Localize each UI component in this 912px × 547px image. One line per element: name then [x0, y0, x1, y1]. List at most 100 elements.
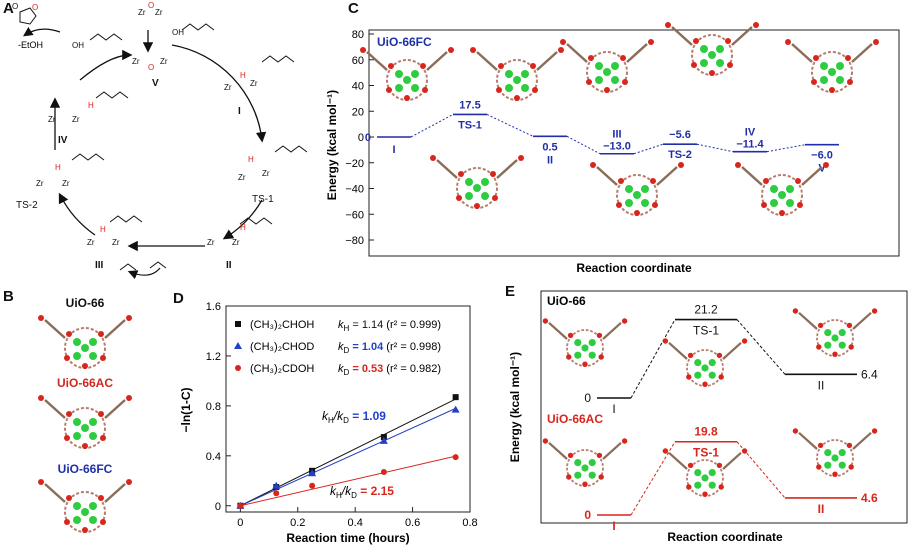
h-ts2: H — [55, 163, 61, 172]
c-value: −6.0 — [811, 150, 833, 162]
d-xtick-label: 0.8 — [462, 517, 477, 529]
cycle-arrow-2 — [222, 199, 263, 240]
zr-top-1: Zr — [138, 8, 146, 17]
cycle-arrow-4 — [58, 192, 96, 236]
h-i: H — [240, 71, 246, 80]
panel-c-yticks: 80 60 40 20 0 −20 −40 −60 −80 — [345, 29, 374, 247]
panel-letter-e: E — [505, 283, 516, 300]
e-connector — [736, 319, 786, 375]
h-ts1: H — [248, 155, 254, 164]
d-legend-rate: kH = 1.14 (r² = 0.999) — [338, 319, 441, 333]
panel-d-chart: 0 0.2 0.4 0.6 0.8 0 0.4 0.8 1.2 1.6 (CH₃)₂CHOH kH … — [179, 301, 478, 545]
e-state: TS-1 — [693, 446, 719, 460]
d-xtick-label: 0.6 — [405, 517, 420, 529]
c-ytick-label: 60 — [352, 55, 364, 67]
h-ii: H — [240, 223, 246, 232]
c-state: IV — [745, 127, 756, 139]
species-i: I — [238, 106, 241, 117]
zr-iii-1: Zr — [87, 238, 95, 247]
d-ratio-annotation: kH/kD = 1.09 — [322, 409, 386, 425]
d-ytick-label: 0.8 — [206, 401, 221, 413]
panel-b: UiO-66 UiO-66AC UiO-66FC — [0, 290, 170, 545]
zr-i-2: Zr — [250, 79, 258, 88]
c-ytick-label: −60 — [345, 209, 364, 221]
cycle-arrow-6 — [79, 49, 133, 81]
d-ratio-annotation: kH/kD = 2.15 — [330, 484, 394, 500]
ts1-label: TS-1 — [252, 194, 274, 205]
structure-uio66fc — [36, 477, 134, 535]
d-ytick-label: 0 — [215, 501, 221, 513]
d-point — [379, 436, 388, 444]
c-ytick-label: −20 — [345, 158, 364, 170]
d-ytick-label: 1.2 — [206, 351, 221, 363]
c-connector — [410, 114, 454, 138]
panel-d-annotations: kH/kD = 1.09 kH/kD = 2.15 — [322, 409, 394, 500]
zr-iii-2: Zr — [112, 238, 120, 247]
d-point — [451, 405, 460, 413]
panel-a-cycle: O O -EtOH Zr Zr Zr Zr Zr Zr Zr Zr Zr Zr … — [12, 1, 308, 280]
zr-ts1-1: Zr — [238, 173, 246, 182]
c-value: 17.5 — [459, 99, 480, 111]
lactone-structure: O O — [12, 2, 38, 25]
species-iii: III — [95, 260, 104, 271]
ts2-label: TS-2 — [16, 200, 38, 211]
c-connector — [633, 143, 664, 155]
c-connector — [696, 143, 734, 153]
d-legend-label: (CH₃)₂CHOD — [250, 341, 314, 353]
e-state: I — [612, 402, 615, 416]
panel-letter-c: C — [348, 0, 359, 17]
zr-iv-2: Zr — [72, 115, 80, 124]
structure-uio66 — [36, 313, 134, 371]
etoh-label: -EtOH — [18, 40, 43, 50]
c-state: TS-2 — [668, 149, 692, 161]
c-ytick-label: −40 — [345, 184, 364, 196]
e-value: 0 — [584, 508, 591, 522]
c-ytick-label: −80 — [345, 235, 364, 247]
d-point — [309, 482, 316, 489]
panel-d-series — [236, 394, 460, 509]
d-point — [272, 481, 281, 489]
structure-uio66ac — [36, 393, 134, 451]
species-iv: IV — [58, 135, 68, 146]
d-fit-line — [240, 407, 456, 507]
c-value: 0.5 — [542, 141, 557, 153]
e-state: II — [818, 502, 825, 516]
zr-iv-1: Zr — [48, 115, 56, 124]
zr-ts1-2: Zr — [262, 169, 270, 178]
c-ytick-label: 80 — [352, 29, 364, 41]
panel-b-molecules — [36, 313, 134, 535]
d-ytick-label: 1.6 — [206, 301, 221, 313]
e-value: 6.4 — [861, 367, 878, 381]
o-top: O — [148, 1, 154, 10]
label-uio66: UiO-66 — [65, 296, 105, 310]
d-ytick-label: 0.4 — [206, 451, 221, 463]
panel-e-profile: UiO-66 UiO-66AC Energy (kcal mol⁻¹) Reac… — [508, 290, 908, 544]
panel-d-axes: 0 0.2 0.4 0.6 0.8 0 0.4 0.8 1.2 1.6 — [206, 301, 478, 529]
d-point — [308, 469, 317, 477]
c-state: III — [612, 129, 621, 141]
c-state: TS-1 — [458, 119, 482, 131]
zr-v-1: Zr — [132, 57, 140, 66]
panel-c-ylabel: Energy (kcal mol⁻¹) — [325, 90, 339, 200]
panel-letter-a: A — [3, 0, 14, 17]
c-connector — [766, 144, 806, 153]
c-ytick-label: 0 — [358, 132, 364, 144]
zr-top-2: Zr — [155, 8, 163, 17]
zr-ii-1: Zr — [207, 238, 215, 247]
label-uio66ac: UiO-66AC — [56, 376, 113, 390]
panel-d-legend: (CH₃)₂CHOH kH = 1.14 (r² = 0.999) (CH₃)₂CH… — [234, 319, 441, 377]
svg-text:O: O — [12, 2, 18, 11]
e-value: 4.6 — [861, 491, 878, 505]
c-value: 0 — [365, 132, 371, 144]
e-value: 0 — [584, 391, 591, 405]
d-xtick-label: 0.4 — [348, 517, 363, 529]
d-legend-marker — [235, 365, 241, 371]
zr-ii-2: Zr — [232, 238, 240, 247]
panel-letter-d: D — [173, 290, 184, 307]
d-legend-rate: kD = 0.53 (r² = 0.982) — [338, 363, 441, 377]
c-state: V — [818, 163, 826, 175]
e-connector — [630, 441, 676, 516]
h-iii: H — [100, 225, 106, 234]
panel-e-series-2-name: UiO-66AC — [547, 412, 603, 426]
o-v: O — [148, 63, 154, 72]
